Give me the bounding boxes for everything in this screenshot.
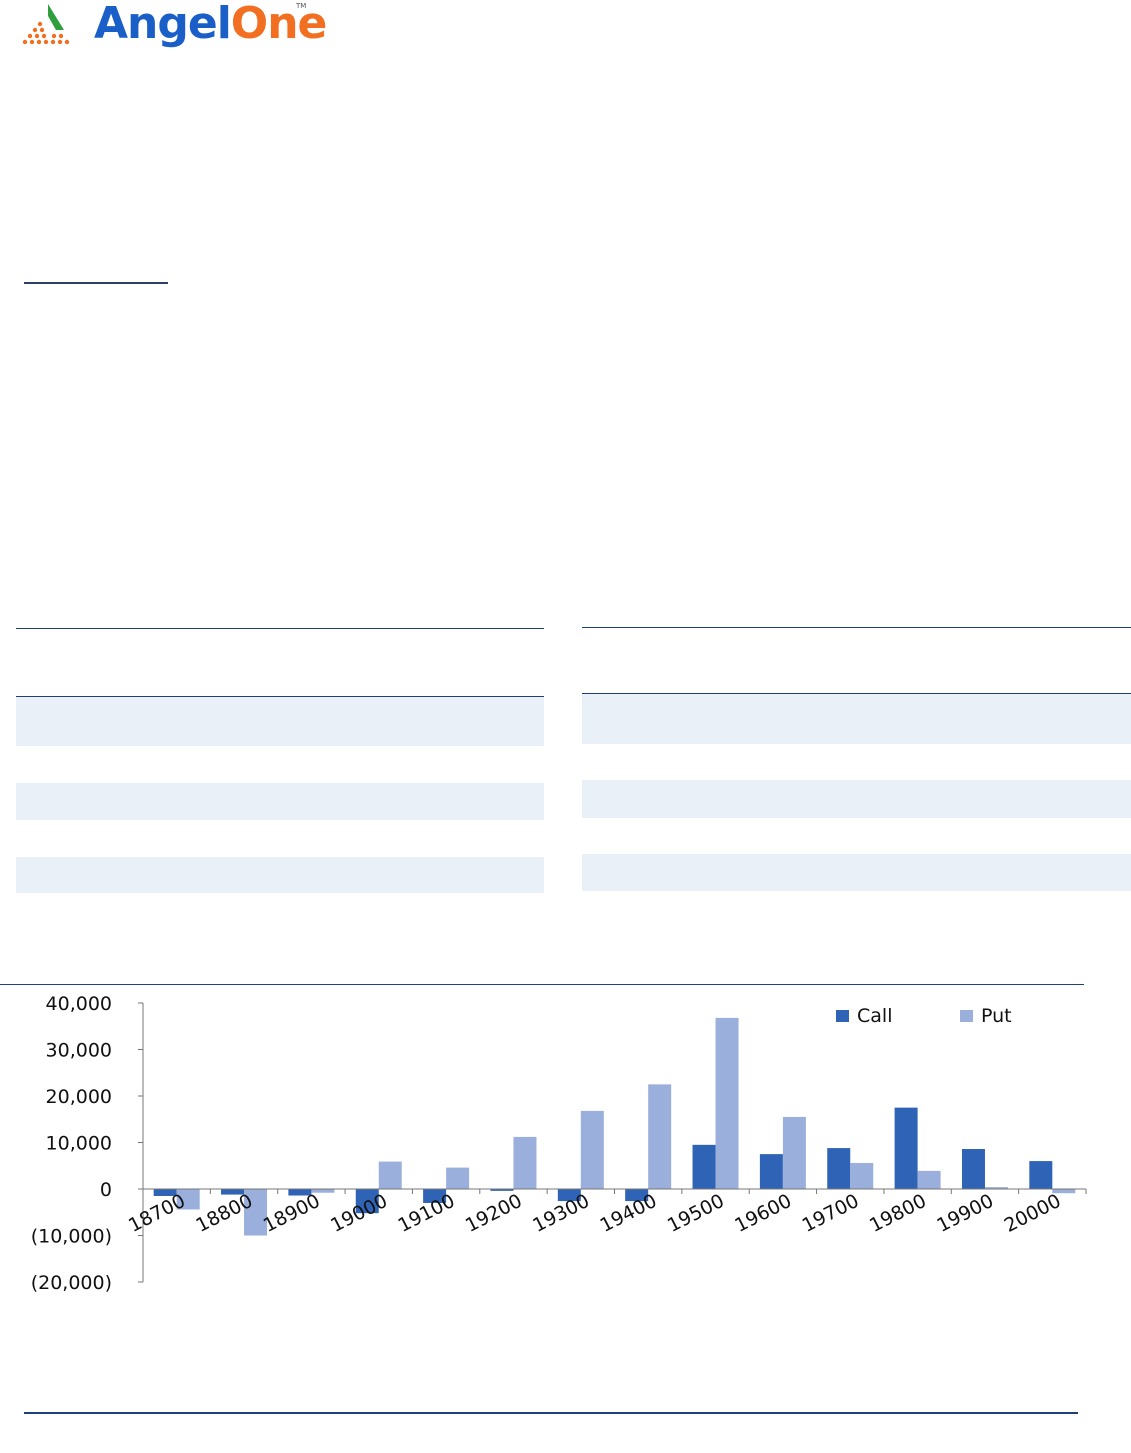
bar-call-19800 bbox=[894, 1107, 918, 1189]
bar-call-19900 bbox=[961, 1149, 985, 1189]
bar-put-20000 bbox=[1052, 1189, 1076, 1194]
x-tick-label: 19600 bbox=[731, 1190, 795, 1237]
right-table-top-rule bbox=[582, 627, 1131, 628]
bar-put-19700 bbox=[850, 1162, 874, 1189]
bar-call-18900 bbox=[288, 1189, 312, 1196]
bar-call-19200 bbox=[490, 1189, 514, 1191]
bar-put-19400 bbox=[648, 1084, 672, 1189]
bar-put-19000 bbox=[378, 1161, 402, 1189]
bar-put-19200 bbox=[513, 1136, 537, 1189]
x-axis: 18700 18800 18900 19000 19100 19200 19300 19400… bbox=[125, 1188, 1087, 1237]
left-table-row-band bbox=[16, 783, 544, 820]
y-axis: (20,000) (10,000) 0 10,000 20,000 30,000 40,00… bbox=[31, 993, 144, 1294]
x-tick-label: 18700 bbox=[125, 1190, 189, 1237]
right-table-row-band bbox=[582, 854, 1131, 891]
x-tick-label: 18900 bbox=[260, 1190, 324, 1237]
y-tick-label: 40,000 bbox=[46, 993, 112, 1015]
legend-swatch-put bbox=[960, 1010, 973, 1022]
bar-call-18700 bbox=[153, 1189, 177, 1196]
x-tick-label: 19500 bbox=[664, 1190, 728, 1237]
bars-group bbox=[153, 1017, 1076, 1236]
left-table-top-rule bbox=[16, 628, 544, 629]
y-tick-label: (20,000) bbox=[31, 1272, 112, 1294]
section-heading-underline bbox=[24, 282, 168, 284]
bar-put-18800 bbox=[244, 1189, 268, 1236]
x-tick-label: 19700 bbox=[799, 1190, 863, 1237]
legend: Call Put bbox=[836, 1005, 1012, 1027]
bar-call-19600 bbox=[759, 1154, 783, 1189]
bar-call-20000 bbox=[1029, 1161, 1053, 1189]
right-table-row-band bbox=[582, 780, 1131, 818]
x-tick-label: 19200 bbox=[462, 1190, 526, 1237]
bar-call-19100 bbox=[423, 1189, 447, 1203]
bar-call-18800 bbox=[221, 1189, 245, 1195]
bar-put-19500 bbox=[715, 1017, 739, 1189]
left-table bbox=[16, 628, 544, 894]
legend-label-put: Put bbox=[981, 1005, 1012, 1027]
bar-call-19500 bbox=[692, 1144, 716, 1189]
left-table-row-band bbox=[16, 857, 544, 893]
logo-triangle-icon bbox=[22, 4, 70, 45]
y-tick-label: 30,000 bbox=[46, 1040, 112, 1062]
x-tick-label: 20000 bbox=[1001, 1190, 1065, 1237]
legend-swatch-call bbox=[836, 1010, 849, 1022]
logo-trademark: TM bbox=[296, 2, 307, 10]
bar-call-19400 bbox=[625, 1189, 649, 1202]
right-table bbox=[582, 627, 1131, 893]
legend-label-call: Call bbox=[857, 1005, 892, 1027]
bar-put-19100 bbox=[446, 1167, 470, 1189]
bar-put-18700 bbox=[176, 1189, 200, 1210]
bar-call-19000 bbox=[355, 1189, 379, 1214]
bar-put-19800 bbox=[917, 1170, 941, 1189]
bar-put-18900 bbox=[311, 1189, 335, 1193]
y-tick-label: 10,000 bbox=[46, 1133, 112, 1155]
y-tick-label: (10,000) bbox=[31, 1226, 112, 1248]
angel-one-logo: AngelOne TM bbox=[18, 0, 327, 60]
oi-change-bar-chart: (20,000) (10,000) 0 10,000 20,000 30,000 40,00… bbox=[31, 993, 1087, 1294]
bar-put-19900 bbox=[984, 1187, 1008, 1189]
left-table-header-rule bbox=[16, 696, 544, 697]
y-tick-label: 0 bbox=[100, 1179, 112, 1201]
bar-put-19600 bbox=[782, 1116, 806, 1189]
x-tick-label: 19900 bbox=[933, 1190, 997, 1237]
bar-put-19300 bbox=[580, 1110, 604, 1189]
bottom-rule bbox=[24, 1412, 1078, 1414]
bar-call-19700 bbox=[827, 1148, 851, 1189]
right-table-header-rule bbox=[582, 693, 1131, 694]
right-table-row-band bbox=[582, 694, 1131, 744]
left-table-row-band bbox=[16, 697, 544, 746]
bar-call-19300 bbox=[557, 1189, 581, 1202]
y-tick-label: 20,000 bbox=[46, 1086, 112, 1108]
x-tick-label: 19800 bbox=[866, 1190, 930, 1237]
logo-wordmark: AngelOne bbox=[94, 0, 327, 49]
chart-top-rule bbox=[0, 984, 1084, 985]
